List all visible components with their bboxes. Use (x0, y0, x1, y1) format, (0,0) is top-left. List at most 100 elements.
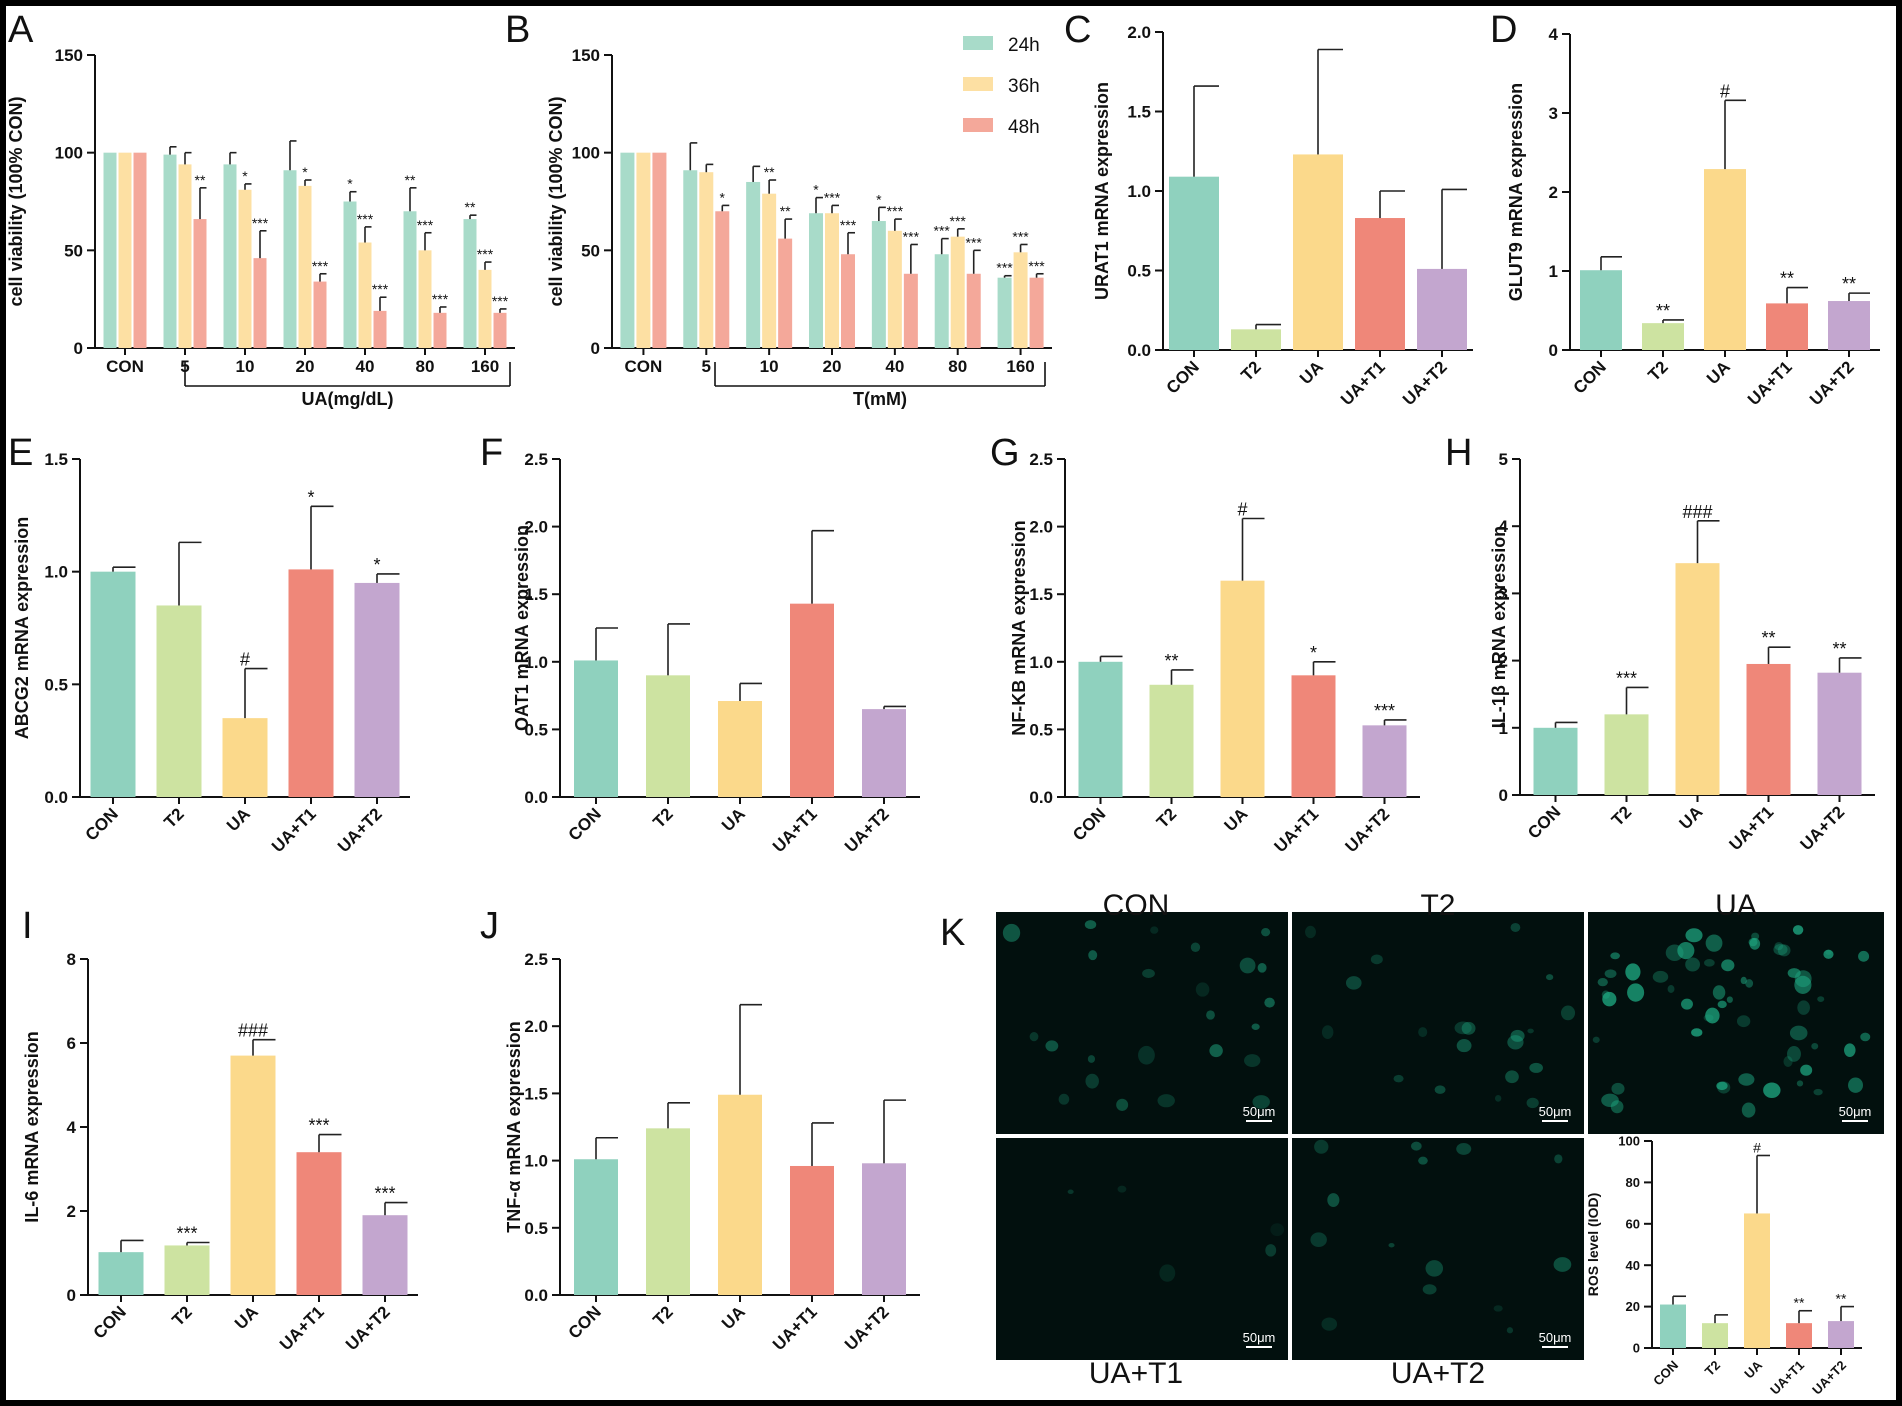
bar (90, 571, 136, 797)
bar (1828, 1321, 1854, 1348)
y-axis-label: cell viability (100% CON) (546, 96, 566, 306)
fluorescent-cell (1002, 923, 1021, 942)
fluorescent-cell (1704, 959, 1715, 967)
y-tick-label: 1.5 (1127, 102, 1151, 121)
y-tick-label: 1.5 (524, 1084, 548, 1103)
fluorescent-cell (1823, 949, 1834, 959)
bar (646, 675, 690, 797)
bar (1580, 270, 1622, 350)
fluorescent-cell (1087, 1055, 1096, 1063)
x-tick-label: 160 (1006, 357, 1034, 376)
fluorescent-cell (1370, 954, 1383, 965)
y-tick-label: 0 (67, 1286, 76, 1305)
y-tick-label: 150 (572, 46, 600, 65)
significance-label: *** (432, 291, 449, 307)
bar (193, 219, 207, 348)
x-tick-label: CON (1650, 1358, 1681, 1389)
fluorescent-cell (1601, 990, 1610, 999)
fluorescent-cell (1244, 1054, 1261, 1067)
fluorescent-cell (1252, 1095, 1270, 1109)
y-axis-label: TNF-α mRNA expression (504, 1021, 524, 1232)
fluorescent-cell (1257, 962, 1267, 973)
bar (298, 185, 312, 348)
bar (871, 221, 886, 348)
bar (403, 211, 417, 348)
fluorescent-cell (1705, 934, 1723, 952)
panel-letter: C (1064, 9, 1091, 51)
bar (790, 603, 834, 797)
y-tick-label: 0.0 (524, 788, 548, 807)
bar (1604, 714, 1649, 795)
x-tick-label: 20 (823, 357, 842, 376)
bar (354, 582, 400, 797)
fluorescent-cell (1860, 1032, 1871, 1042)
fluorescent-cell (1681, 998, 1693, 1010)
fluorescent-cell (1206, 1010, 1215, 1020)
significance-label: ** (195, 172, 206, 188)
fluorescent-cell (1560, 1005, 1576, 1021)
significance-label: ** (1832, 639, 1846, 659)
y-tick-label: 0.0 (1127, 341, 1151, 360)
y-axis-label: ROS level (IOD) (1585, 1193, 1601, 1296)
panel-c: C 0.0 0.5 1.0 1.5 2.0 URAT1 mRNA expression CON… (1064, 9, 1473, 409)
bar (574, 1159, 618, 1295)
x-tick-label: UA (718, 1302, 749, 1333)
fluorescent-cell (1553, 1257, 1572, 1272)
x-tick-label: CON (1570, 357, 1610, 397)
fluorescent-cell (1239, 957, 1256, 974)
x-tick-label: UA+T1 (769, 1302, 821, 1354)
panel-k: 0 20 40 60 80 100 ROS level (IOD) CON T2 UA # UA+T1… (1585, 1134, 1862, 1397)
y-axis-label: IL-1β mRNA expression (1489, 526, 1509, 728)
x-tick-label: UA (1221, 804, 1252, 835)
bar (1704, 169, 1746, 350)
y-tick-label: 0.5 (1029, 720, 1053, 739)
fluorescent-cell (1195, 982, 1210, 997)
fluorescent-cell (1456, 1039, 1472, 1053)
bar (1078, 661, 1123, 797)
fluorescent-cell (1506, 1327, 1514, 1334)
fluorescent-cell (1685, 957, 1700, 972)
fluorescent-cell (1150, 926, 1159, 934)
y-tick-label: 1 (1499, 719, 1508, 738)
micrograph-con: 50μm CON (996, 889, 1288, 1134)
bar (1169, 176, 1219, 350)
bar (1149, 684, 1194, 797)
fluorescent-cell (1717, 1000, 1727, 1009)
fluorescent-cell (1691, 1028, 1703, 1037)
scale-bar-label: 50μm (1243, 1330, 1276, 1345)
y-tick-label: 2.0 (1127, 23, 1151, 42)
legend-label: 36h (1008, 76, 1040, 97)
bar (790, 1165, 834, 1295)
bar (636, 152, 651, 348)
y-tick-label: 5 (1499, 450, 1508, 469)
fluorescent-cell (1526, 1097, 1539, 1109)
y-tick-label: 0 (74, 339, 83, 358)
significance-label: *** (903, 228, 920, 244)
panel-b: B 0 50 100 150 cell viability (100% CON) CON 5 *… (505, 9, 1052, 409)
fluorescent-cell (1667, 985, 1675, 993)
bar (1533, 727, 1578, 795)
bar (478, 269, 492, 348)
significance-label: *** (966, 234, 983, 250)
significance-label: *** (887, 203, 904, 219)
significance-label: *** (417, 217, 434, 233)
bar (683, 170, 698, 348)
significance-label: ### (1682, 502, 1712, 522)
fluorescent-cell (1142, 968, 1155, 978)
significance-label: ** (780, 203, 791, 219)
x-tick-label: 5 (702, 357, 711, 376)
scale-bar-label: 50μm (1539, 1330, 1572, 1345)
bar (103, 152, 117, 348)
fluorescent-cell (1045, 1040, 1059, 1052)
significance-label: * (302, 164, 308, 180)
x-tick-label: 40 (356, 357, 375, 376)
bar (1355, 218, 1405, 350)
fluorescent-cell (1510, 922, 1521, 932)
panel-g: G 0.0 0.5 1.0 1.5 2.0 2.5 NF-KB mRNA expression… (990, 432, 1420, 856)
panel-e: E 0.0 0.5 1.0 1.5 ABCG2 mRNA expression CON T2 U… (8, 432, 410, 856)
significance-label: *** (308, 1116, 329, 1136)
fluorescent-cell (1321, 1317, 1338, 1331)
x-tick-label: UA (1703, 357, 1734, 388)
fluorescent-cell (1774, 942, 1784, 951)
y-tick-label: 0.5 (524, 1219, 548, 1238)
